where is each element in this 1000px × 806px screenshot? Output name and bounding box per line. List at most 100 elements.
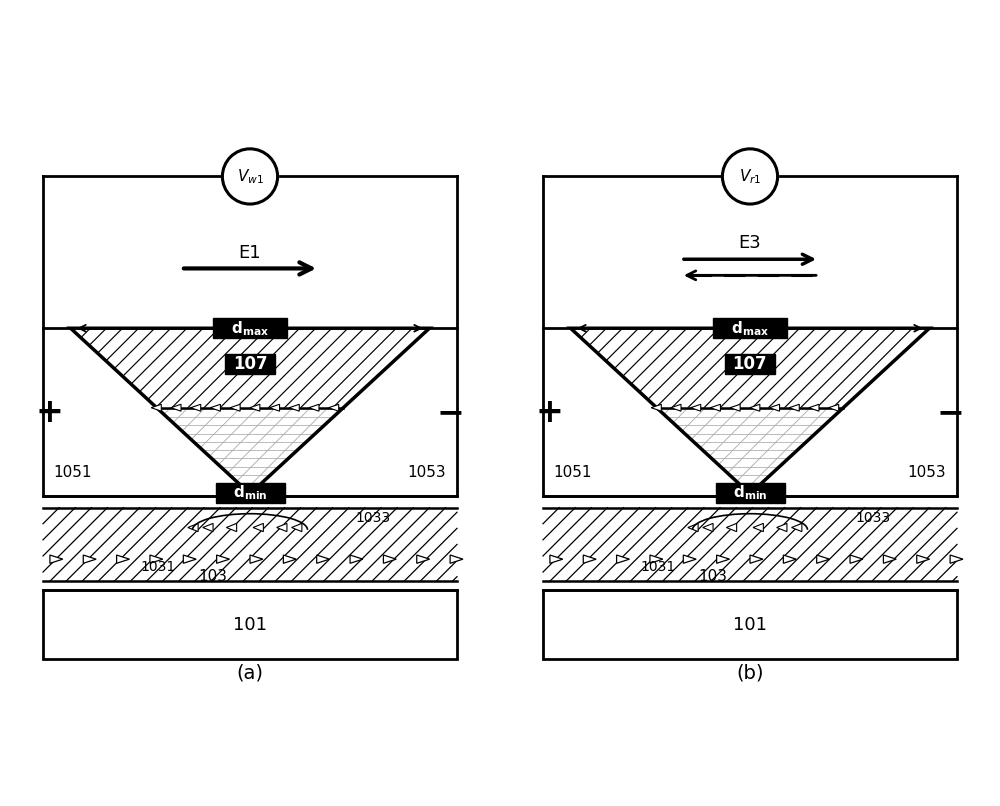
Polygon shape	[730, 405, 740, 411]
Polygon shape	[150, 555, 163, 563]
Bar	[43, 328, 457, 496]
Text: 1051: 1051	[54, 465, 92, 480]
Polygon shape	[188, 523, 198, 532]
Polygon shape	[651, 405, 661, 411]
Text: −: −	[436, 396, 464, 429]
Polygon shape	[783, 555, 796, 563]
Circle shape	[722, 149, 778, 204]
Text: 1033: 1033	[356, 511, 391, 526]
Polygon shape	[769, 405, 780, 411]
Polygon shape	[688, 523, 698, 532]
Polygon shape	[183, 555, 196, 563]
Polygon shape	[309, 405, 319, 411]
Polygon shape	[717, 555, 730, 563]
Polygon shape	[230, 405, 240, 411]
Text: 107: 107	[233, 355, 267, 373]
Polygon shape	[317, 555, 330, 563]
Text: E3: E3	[739, 234, 761, 252]
Text: 1051: 1051	[554, 465, 592, 480]
Polygon shape	[753, 523, 763, 532]
Polygon shape	[726, 523, 737, 532]
Polygon shape	[550, 555, 563, 563]
Polygon shape	[250, 405, 260, 411]
Text: 1031: 1031	[140, 560, 176, 575]
Text: 101: 101	[733, 616, 767, 634]
Polygon shape	[750, 405, 760, 411]
Text: (b): (b)	[736, 663, 764, 683]
Polygon shape	[710, 405, 720, 411]
Polygon shape	[417, 555, 430, 563]
Text: 1053: 1053	[908, 465, 946, 480]
Polygon shape	[283, 555, 296, 563]
Text: +: +	[36, 396, 64, 429]
Polygon shape	[329, 405, 339, 411]
Polygon shape	[657, 408, 843, 494]
FancyBboxPatch shape	[713, 318, 787, 339]
Bar	[43, 591, 457, 659]
Polygon shape	[250, 555, 263, 563]
Bar	[741, 494, 759, 496]
Polygon shape	[50, 555, 63, 563]
Polygon shape	[809, 405, 819, 411]
Polygon shape	[117, 555, 129, 563]
Text: $\mathbf{d_{max}}$: $\mathbf{d_{max}}$	[231, 319, 269, 338]
FancyBboxPatch shape	[213, 318, 287, 339]
Text: 1053: 1053	[408, 465, 446, 480]
Polygon shape	[151, 405, 161, 411]
Polygon shape	[571, 328, 929, 408]
Polygon shape	[583, 555, 596, 563]
Bar	[543, 328, 957, 496]
Bar	[241, 494, 259, 496]
Polygon shape	[650, 555, 663, 563]
Polygon shape	[850, 555, 863, 563]
Polygon shape	[289, 405, 299, 411]
Polygon shape	[292, 523, 302, 532]
Polygon shape	[226, 523, 237, 532]
Polygon shape	[829, 405, 839, 411]
Polygon shape	[750, 555, 763, 563]
Polygon shape	[450, 555, 463, 563]
Text: $V_{w1}$: $V_{w1}$	[237, 167, 263, 186]
Polygon shape	[350, 555, 363, 563]
Text: 103: 103	[199, 569, 228, 584]
Polygon shape	[157, 408, 343, 494]
Text: 1033: 1033	[856, 511, 891, 526]
Polygon shape	[950, 555, 963, 563]
Text: −: −	[936, 396, 964, 429]
Circle shape	[222, 149, 278, 204]
Text: 103: 103	[699, 569, 728, 584]
FancyBboxPatch shape	[225, 354, 275, 374]
FancyBboxPatch shape	[725, 354, 775, 374]
Polygon shape	[917, 555, 930, 563]
Text: E1: E1	[239, 244, 261, 262]
Polygon shape	[71, 328, 429, 408]
Polygon shape	[83, 555, 96, 563]
Text: 1031: 1031	[640, 560, 676, 575]
Polygon shape	[617, 555, 629, 563]
Text: $\mathbf{d_{max}}$: $\mathbf{d_{max}}$	[731, 319, 769, 338]
Polygon shape	[883, 555, 896, 563]
Polygon shape	[817, 555, 830, 563]
Polygon shape	[383, 555, 396, 563]
Polygon shape	[789, 405, 799, 411]
Polygon shape	[691, 405, 701, 411]
Polygon shape	[277, 523, 287, 532]
Bar	[43, 508, 457, 581]
Polygon shape	[792, 523, 802, 532]
Polygon shape	[269, 405, 280, 411]
Polygon shape	[171, 405, 181, 411]
Polygon shape	[191, 405, 201, 411]
Polygon shape	[703, 523, 713, 532]
FancyBboxPatch shape	[716, 483, 784, 503]
Polygon shape	[253, 523, 263, 532]
Text: $\mathbf{d_{min}}$: $\mathbf{d_{min}}$	[233, 484, 267, 502]
Polygon shape	[777, 523, 787, 532]
Bar	[543, 508, 957, 581]
Bar	[543, 591, 957, 659]
Text: (a): (a)	[237, 663, 264, 683]
Polygon shape	[683, 555, 696, 563]
Text: +: +	[536, 396, 564, 429]
Text: $\mathbf{d_{min}}$: $\mathbf{d_{min}}$	[733, 484, 767, 502]
Text: 107: 107	[733, 355, 767, 373]
Polygon shape	[671, 405, 681, 411]
